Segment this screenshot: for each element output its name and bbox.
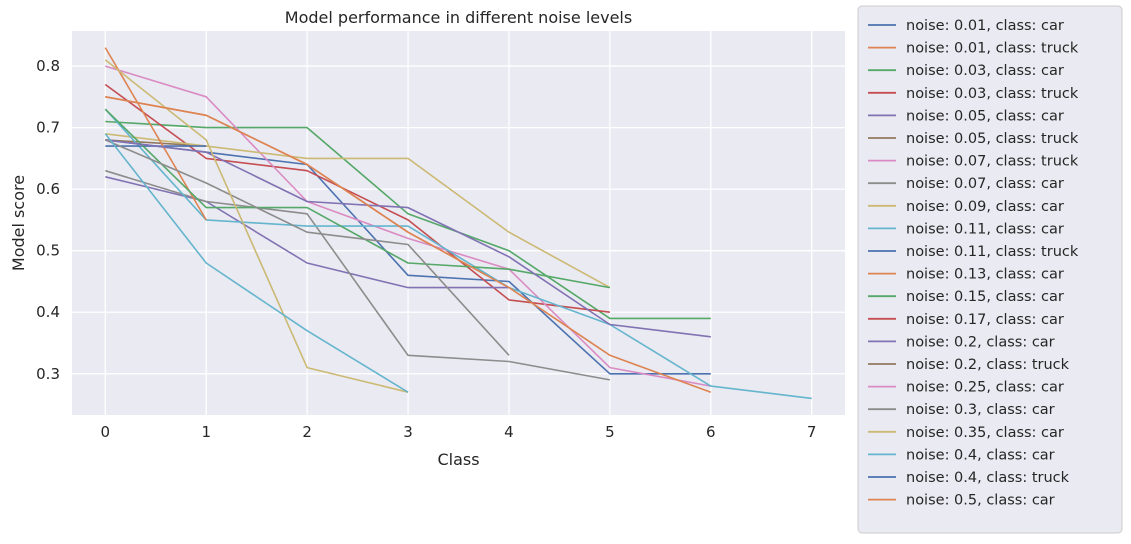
series-lines (104, 47, 812, 400)
legend-label: noise: 0.4, class: car (906, 447, 1055, 463)
series-line (105, 176, 509, 289)
legend-label: noise: 0.4, class: truck (906, 470, 1070, 486)
x-tick-label: 6 (706, 423, 716, 441)
y-tick-label: 0.8 (36, 57, 60, 75)
y-tick-label: 0.6 (36, 180, 60, 198)
legend-label: noise: 0.5, class: car (906, 493, 1055, 509)
legend-label: noise: 0.03, class: car (906, 63, 1064, 79)
x-tick-label: 3 (403, 423, 413, 441)
y-tick-labels: 0.3 0.4 0.5 0.6 0.7 0.8 (36, 57, 60, 383)
y-tick-label: 0.5 (36, 242, 60, 260)
x-tick-label: 2 (302, 423, 312, 441)
series-line (104, 108, 611, 289)
x-tick-label: 0 (101, 423, 111, 441)
y-tick-label: 0.7 (36, 119, 60, 137)
legend-label: noise: 0.13, class: car (906, 267, 1064, 283)
legend-label: noise: 0.35, class: car (906, 425, 1064, 441)
series-line (105, 120, 711, 320)
plot-background (72, 31, 845, 415)
legend-label: noise: 0.2, class: car (906, 334, 1055, 350)
series-line (105, 139, 711, 338)
legend-label: noise: 0.07, class: car (906, 176, 1064, 192)
series-line (105, 133, 611, 289)
legend-label: noise: 0.11, class: car (906, 221, 1064, 237)
series-line (105, 169, 611, 381)
grid-lines (72, 31, 845, 415)
legend-label: noise: 0.05, class: car (906, 108, 1064, 124)
legend-label: noise: 0.09, class: car (906, 199, 1064, 215)
legend-label: noise: 0.3, class: car (906, 402, 1055, 418)
x-tick-label: 7 (807, 423, 817, 441)
y-tick-label: 0.3 (36, 365, 60, 383)
y-tick-label: 0.4 (36, 303, 60, 321)
y-axis-label: Model score (9, 175, 28, 271)
x-tick-label: 1 (201, 423, 211, 441)
x-tick-label: 4 (504, 423, 514, 441)
legend-label: noise: 0.15, class: car (906, 289, 1064, 305)
series-line (105, 96, 712, 393)
x-tick-labels: 0 1 2 3 4 5 6 7 (101, 423, 817, 441)
legend-label: noise: 0.03, class: truck (906, 86, 1079, 102)
legend-label: noise: 0.11, class: truck (906, 244, 1079, 260)
series-line (104, 139, 510, 356)
legend-label: noise: 0.25, class: car (906, 380, 1064, 396)
series-line (104, 59, 409, 393)
legend-label: noise: 0.17, class: car (906, 312, 1064, 328)
legend-label: noise: 0.05, class: truck (906, 131, 1079, 147)
series-line (105, 65, 711, 387)
x-axis-label: Class (437, 450, 479, 469)
legend-label: noise: 0.01, class: car (906, 18, 1064, 34)
legend: noise: 0.01, class: car noise: 0.01, clas… (857, 5, 1123, 534)
legend-label: noise: 0.07, class: truck (906, 154, 1079, 170)
legend-box (857, 5, 1123, 534)
legend-label: noise: 0.2, class: truck (906, 357, 1070, 373)
series-line (105, 139, 207, 147)
chart-title: Model performance in different noise lev… (285, 8, 632, 27)
series-line (104, 108, 812, 400)
x-tick-label: 5 (605, 423, 615, 441)
series-line (104, 133, 409, 393)
legend-label: noise: 0.01, class: truck (906, 41, 1079, 57)
